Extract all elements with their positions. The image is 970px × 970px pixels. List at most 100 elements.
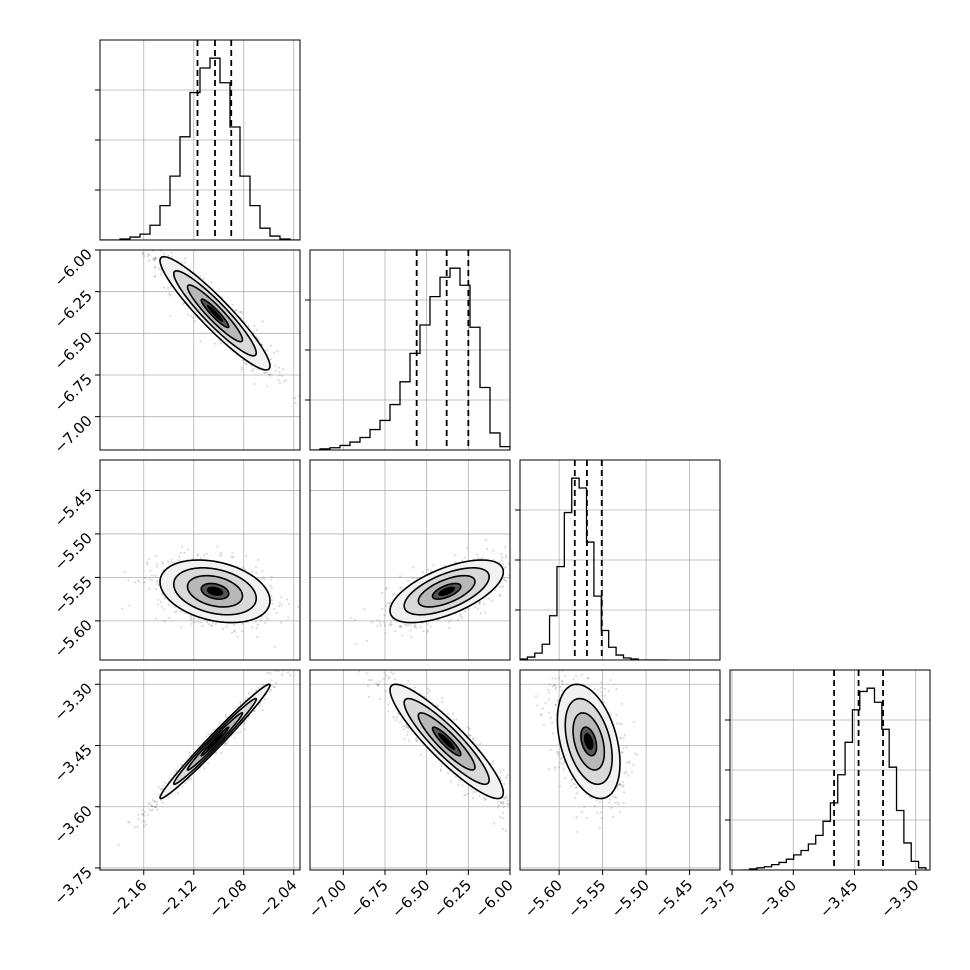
scatter-point [368,679,371,682]
scatter-point [273,645,276,648]
scatter-point [416,739,419,742]
scatter-point [468,727,471,731]
scatter-point [286,598,289,601]
scatter-point [536,704,539,707]
scatter-point [429,625,432,628]
scatter-point [212,621,215,625]
scatter-point [503,578,506,582]
histogram-outline [310,267,510,450]
scatter-point [387,710,390,713]
scatter-point [144,576,147,580]
scatter-point [240,366,243,369]
axes-frame [99,669,301,871]
scatter-point [615,722,619,725]
scatter-point [287,616,290,619]
scatter-point [150,804,154,808]
scatter-point [580,673,583,677]
scatter-point [276,350,279,353]
scatter-point [390,623,393,626]
scatter-point [405,726,408,729]
contour-line-2 [403,697,490,786]
scatter-point [188,751,191,754]
scatter-point [414,737,418,740]
scatter-point [268,373,271,376]
scatter-point [190,315,193,318]
scatter-point [207,732,210,736]
scatter-point [406,733,409,737]
scatter-point [200,556,203,559]
scatter-point [440,700,444,704]
scatter-point [167,254,170,257]
scatter-point [377,683,380,686]
scatter-point [500,552,503,556]
scatter-point [194,320,197,323]
scatter-panel-2-4 [309,669,511,871]
scatter-point [389,621,392,624]
scatter-point [393,592,396,596]
scatter-point [502,768,505,771]
scatter-point [189,617,192,620]
scatter-point [385,586,388,590]
scatter-point [497,803,500,807]
scatter-point [580,810,583,813]
scatter-point [628,761,631,764]
scatter-point [187,548,190,551]
scatter-point [388,623,391,626]
scatter-point [233,732,236,735]
scatter-point [247,715,251,718]
scatter-point [386,602,389,605]
scatter-point [296,605,300,608]
scatter-point [502,578,505,581]
scatter-point [396,716,399,719]
scatter-point [159,273,162,276]
scatter-point [414,623,417,626]
scatter-point [502,827,505,830]
scatter-point [600,691,603,694]
scatter-point [481,556,484,560]
scatter-point [219,551,222,555]
scatter-point [505,794,508,798]
scatter-point [461,559,464,562]
scatter-point [142,252,145,255]
scatter-point [225,625,228,628]
scatter-point [384,683,387,686]
scatter-point [161,562,164,565]
density-peak [206,586,224,596]
scatter-point [294,397,297,400]
scatter-point [269,689,273,692]
scatter-point [399,720,402,724]
scatter-point [128,821,131,824]
scatter-point [613,795,617,798]
scatter-point [174,610,177,614]
scatter-point [218,722,221,725]
contour-line-4 [200,582,230,600]
scatter-point [415,739,418,742]
scatter-point [491,549,494,552]
scatter-point [136,825,139,828]
scatter-point [391,593,394,596]
scatter-point [562,763,565,766]
scatter-point [201,624,204,628]
scatter-point [151,808,154,811]
scatter-point [600,681,603,684]
scatter-point [245,363,248,366]
scatter-point [366,672,369,675]
scatter-point [141,813,144,816]
scatter-point [402,725,405,728]
contour-line-2 [172,270,258,357]
scatter-point [419,753,422,756]
scatter-point [167,603,170,607]
scatter-point [615,688,618,691]
scatter-point [426,568,429,571]
scatter-point [203,553,206,557]
scatter-point [609,679,612,682]
scatter-point [398,625,401,628]
scatter-point [157,598,160,602]
scatter-point [148,253,151,257]
scatter-point [505,554,508,557]
scatter-point [275,611,278,614]
contour-line-3 [417,712,476,771]
scatter-point [621,780,625,783]
scatter-point [280,621,283,624]
scatter-point [156,808,159,811]
